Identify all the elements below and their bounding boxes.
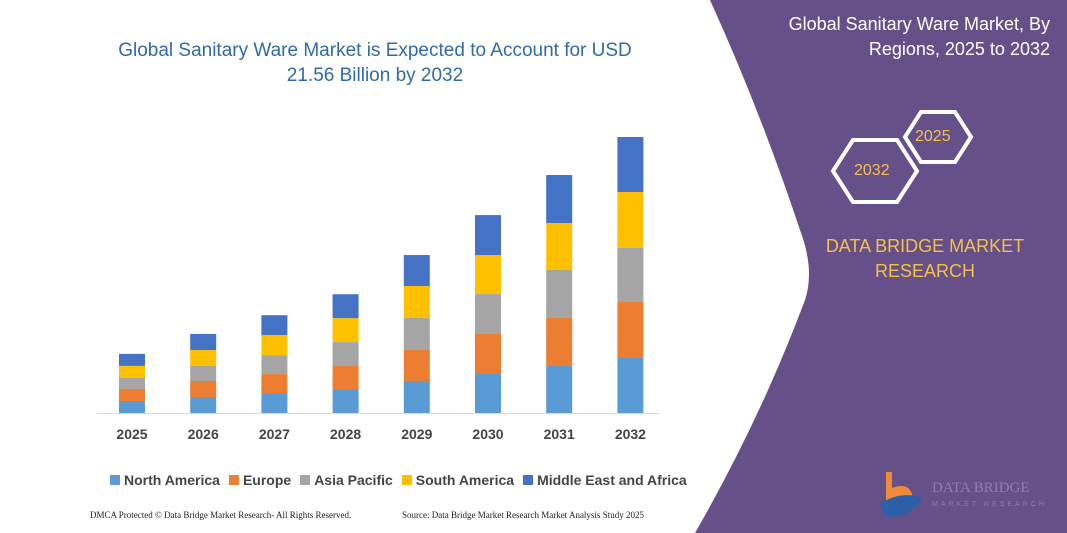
bar-segment-2031-north-america bbox=[546, 366, 573, 413]
legend-label: North America bbox=[124, 472, 220, 488]
bar-segment-2031-middle-east-and-africa bbox=[546, 175, 573, 224]
legend-swatch bbox=[523, 475, 534, 485]
bar-segment-2027-europe bbox=[261, 374, 288, 394]
bar-segment-2027-asia-pacific bbox=[261, 355, 288, 375]
hexagon-2032 bbox=[830, 138, 920, 204]
bar-segment-2026-north-america bbox=[190, 396, 217, 413]
bar-segment-2025-south-america bbox=[119, 365, 145, 378]
x-tick-label: 2030 bbox=[472, 426, 503, 442]
bar-segment-2029-asia-pacific bbox=[403, 318, 430, 351]
legend-item: Europe bbox=[228, 472, 292, 488]
bar-segment-2029-north-america bbox=[403, 380, 430, 413]
bar-segment-2030-europe bbox=[475, 334, 501, 374]
legend-swatch bbox=[228, 475, 239, 485]
hex-label-2025: 2025 bbox=[915, 128, 951, 145]
x-tick-label: 2029 bbox=[401, 426, 432, 442]
bar-segment-2028-europe bbox=[332, 366, 359, 390]
bar-segment-2030-asia-pacific bbox=[475, 294, 501, 335]
bar-segment-2026-middle-east-and-africa bbox=[190, 334, 217, 351]
bar-segment-2032-middle-east-and-africa bbox=[617, 137, 644, 193]
bar-segment-2032-south-america bbox=[617, 192, 644, 248]
bar-segment-2026-europe bbox=[190, 380, 217, 397]
x-tick-label: 2025 bbox=[116, 426, 147, 442]
bar-segment-2030-north-america bbox=[475, 373, 501, 413]
legend-item: North America bbox=[110, 472, 220, 488]
legend-item: South America bbox=[401, 472, 515, 488]
bar-segment-2029-middle-east-and-africa bbox=[403, 255, 430, 287]
legend-item: Middle East and Africa bbox=[523, 472, 687, 488]
legend-label: South America bbox=[415, 472, 515, 488]
bar-segment-2031-south-america bbox=[546, 223, 573, 271]
bar-segment-2031-asia-pacific bbox=[546, 270, 573, 319]
legend-swatch bbox=[300, 475, 311, 485]
chart-title: Global Sanitary Ware Market is Expected … bbox=[118, 40, 632, 86]
bar-segment-2032-north-america bbox=[617, 357, 644, 413]
footer-copyright: DMCA Protected © Data Bridge Market Rese… bbox=[90, 510, 352, 520]
bar-segment-2028-asia-pacific bbox=[332, 342, 359, 367]
bar-segment-2027-north-america bbox=[261, 393, 288, 413]
bar-segment-2032-asia-pacific bbox=[617, 247, 644, 303]
bar-segment-2028-south-america bbox=[332, 318, 359, 343]
svg-text:MARKET RESEARCH: MARKET RESEARCH bbox=[932, 501, 1047, 508]
bar-segment-2025-asia-pacific bbox=[119, 377, 145, 389]
data-bridge-logo: DATA BRIDGE MARKET RESEARCH bbox=[880, 472, 1047, 517]
bar-segment-2030-south-america bbox=[475, 255, 501, 295]
legend-swatch bbox=[401, 475, 412, 485]
bar-segment-2026-south-america bbox=[190, 350, 217, 367]
bar-segment-2025-middle-east-and-africa bbox=[119, 353, 145, 366]
legend: North America Europe Asia Pacific South Ame… bbox=[110, 472, 687, 488]
hexagon-2025 bbox=[902, 110, 974, 164]
bar-segment-2025-north-america bbox=[119, 400, 145, 413]
bar-segment-2028-middle-east-and-africa bbox=[332, 294, 359, 319]
hex-label-2032: 2032 bbox=[854, 162, 890, 179]
bar-segment-2032-europe bbox=[617, 302, 644, 358]
bar-segment-2031-europe bbox=[546, 318, 573, 367]
legend-swatch bbox=[110, 475, 120, 485]
x-tick-label: 2032 bbox=[615, 426, 646, 442]
x-tick-label: 2031 bbox=[544, 426, 575, 442]
bar-segment-2027-middle-east-and-africa bbox=[261, 315, 288, 336]
legend-item: Asia Pacific bbox=[300, 472, 393, 488]
bar-segment-2030-middle-east-and-africa bbox=[475, 215, 501, 256]
bar-segment-2028-north-america bbox=[332, 389, 359, 413]
bar-segment-2025-europe bbox=[119, 388, 145, 401]
bar-segment-2029-south-america bbox=[403, 286, 430, 319]
x-tick-label: 2027 bbox=[259, 426, 290, 442]
bar-segment-2026-asia-pacific bbox=[190, 366, 217, 381]
legend-label: Asia Pacific bbox=[314, 472, 393, 488]
legend-label: Middle East and Africa bbox=[537, 472, 687, 488]
stacked-bar-chart: 2025 2026 2027 2028 2029 2030 2031 2032 bbox=[97, 137, 660, 442]
panel-title: Global Sanitary Ware Market, By Regions,… bbox=[788, 14, 1050, 59]
x-tick-label: 2028 bbox=[330, 426, 361, 442]
bar-segment-2027-south-america bbox=[261, 335, 288, 356]
x-tick-label: 2026 bbox=[188, 426, 219, 442]
bar-segment-2029-europe bbox=[403, 350, 430, 381]
legend-label: Europe bbox=[242, 472, 292, 488]
brand-text: DATA BRIDGE MARKET RESEARCH bbox=[825, 236, 1025, 281]
footer-source: Source: Data Bridge Market Research Mark… bbox=[402, 510, 644, 520]
svg-text:DATA BRIDGE: DATA BRIDGE bbox=[932, 480, 1030, 496]
